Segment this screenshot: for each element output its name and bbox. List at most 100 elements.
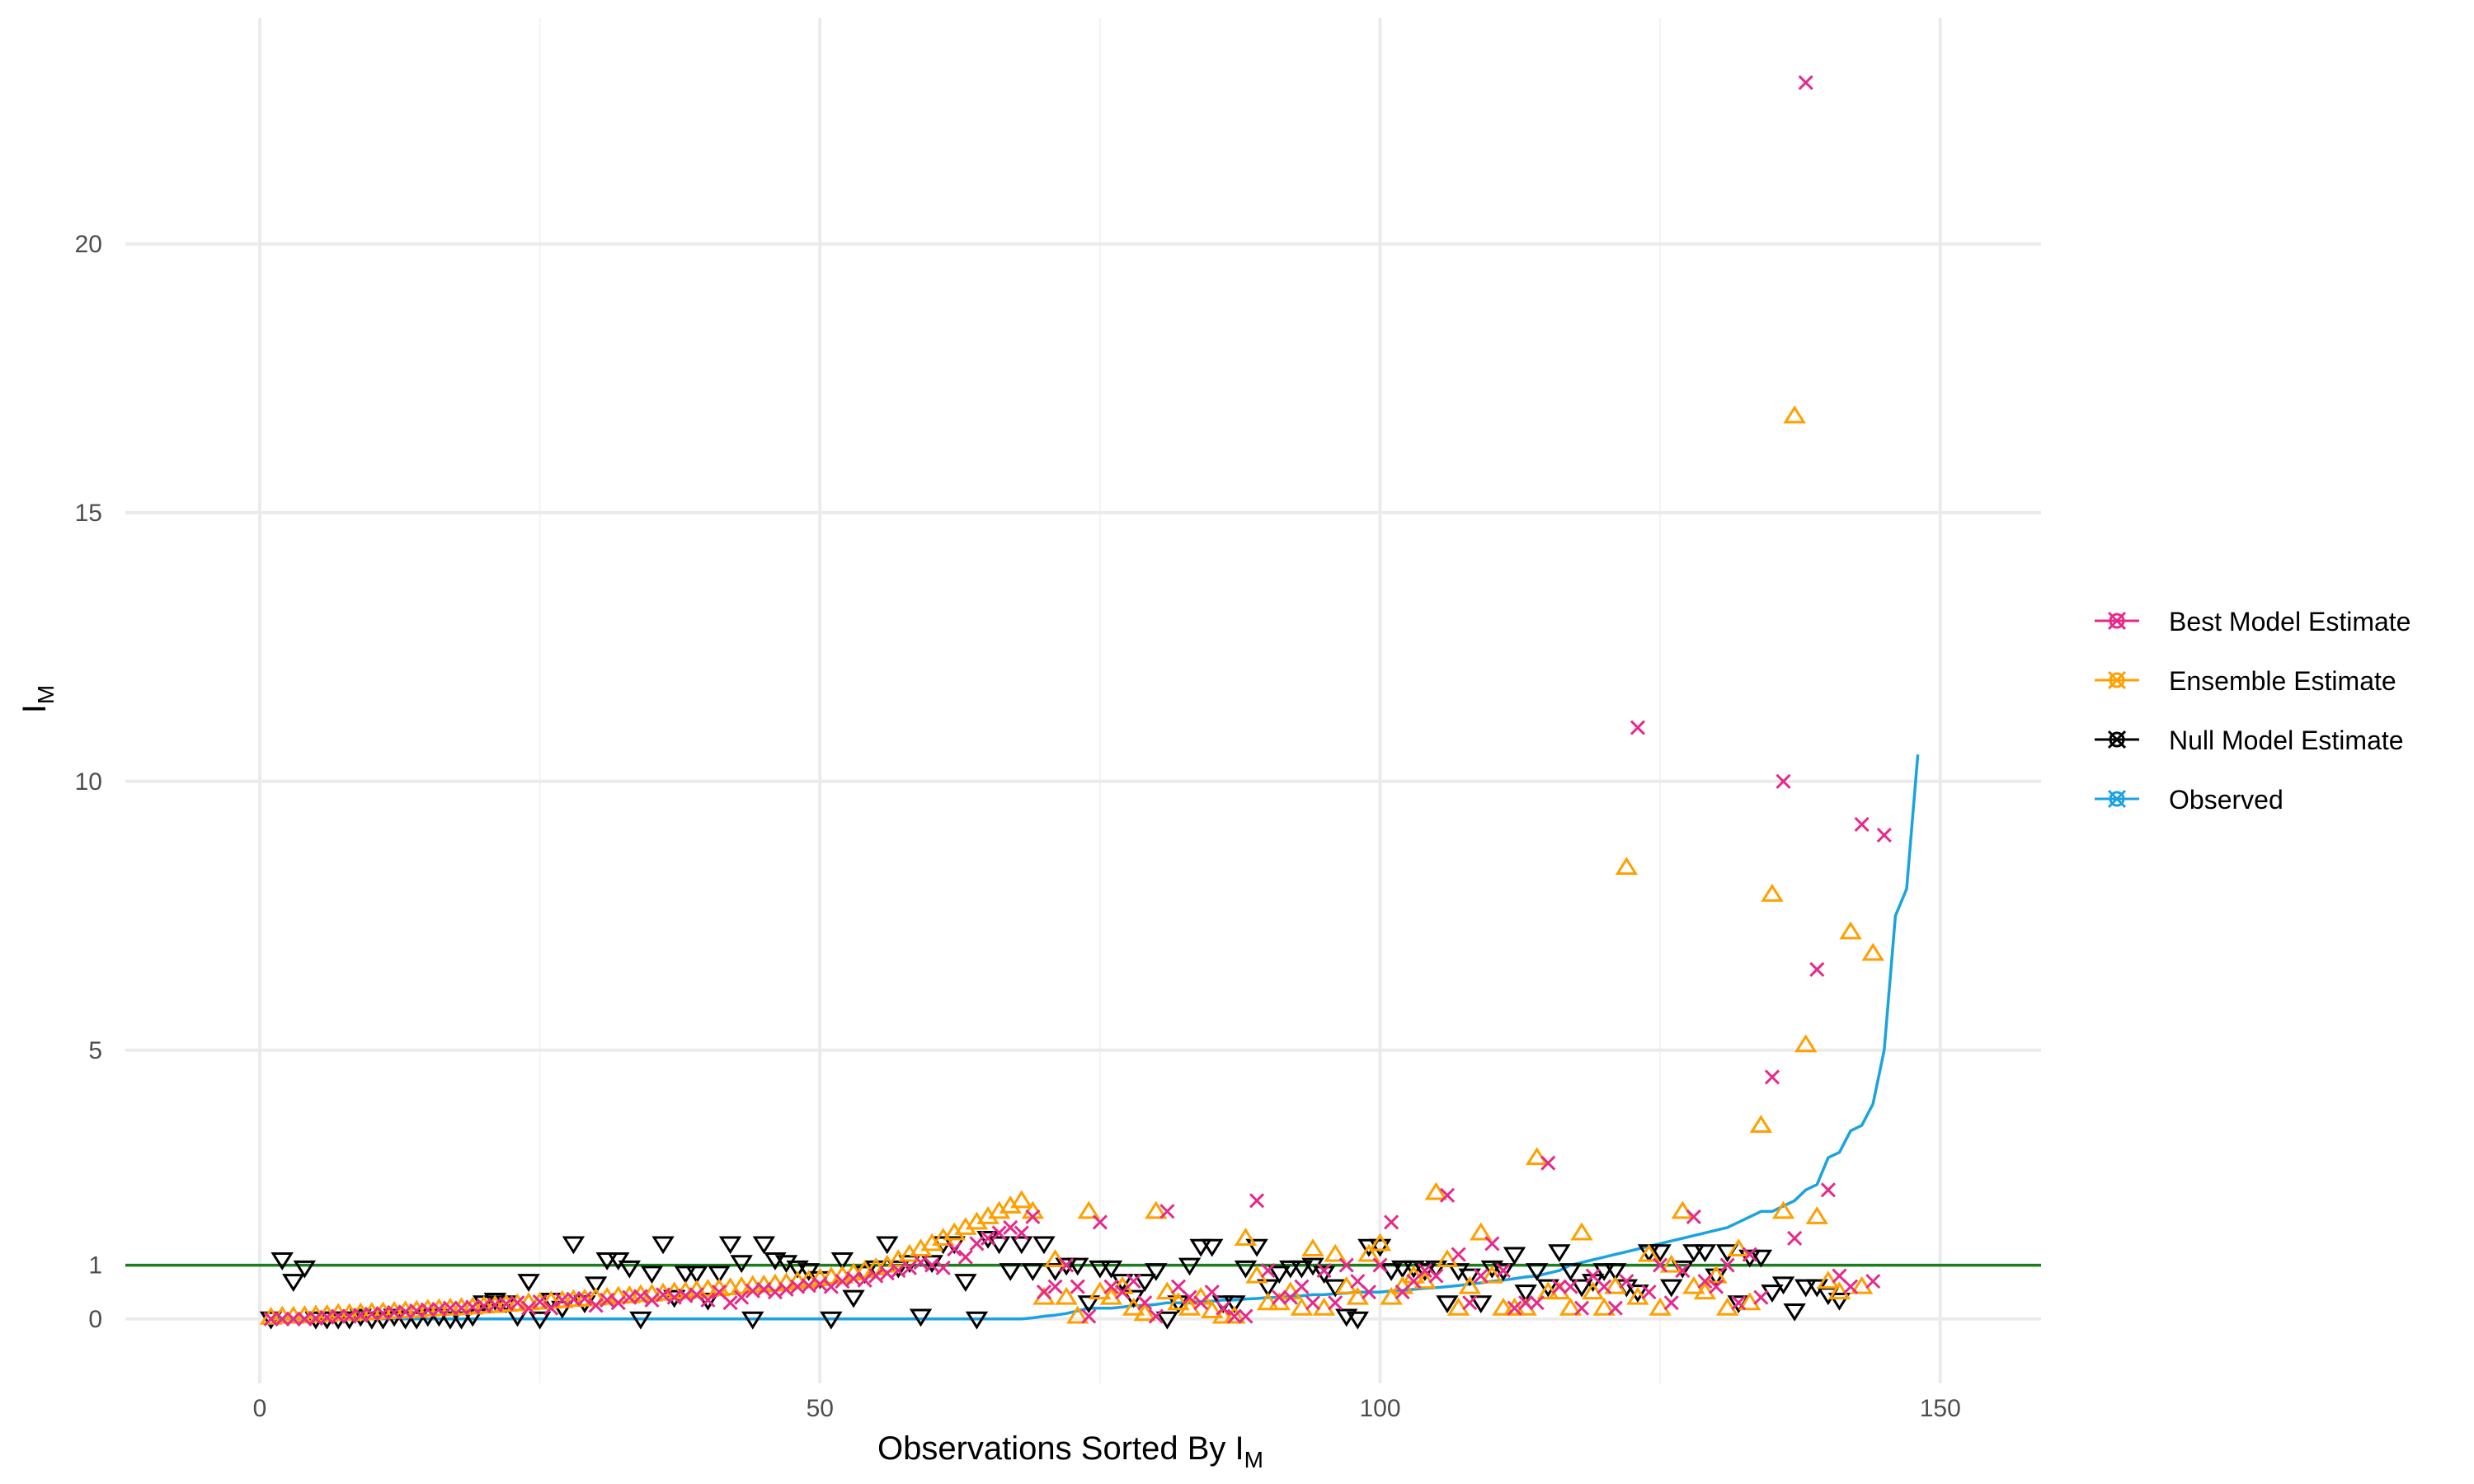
best-model-point bbox=[263, 1311, 279, 1327]
best-model-point bbox=[1249, 1193, 1265, 1209]
ensemble-point bbox=[1536, 1281, 1559, 1300]
null-model-point bbox=[618, 1260, 642, 1279]
best-model-point bbox=[1294, 1279, 1310, 1294]
best-model-point bbox=[969, 1236, 985, 1252]
ensemble-point bbox=[1492, 1297, 1515, 1316]
null-model-point bbox=[1279, 1260, 1302, 1279]
best-model-point bbox=[835, 1274, 850, 1289]
ensemble-point bbox=[1055, 1286, 1078, 1305]
ensemble-point bbox=[1446, 1297, 1470, 1316]
null-model-point bbox=[282, 1274, 305, 1292]
legend-item-observed: Observed bbox=[2095, 785, 2284, 815]
null-model-point bbox=[562, 1236, 586, 1255]
null-model-point bbox=[730, 1255, 753, 1274]
legend-item-best: Best Model Estimate bbox=[2095, 607, 2411, 636]
null-model-point bbox=[1626, 1284, 1649, 1303]
marker-layer bbox=[259, 75, 1892, 1330]
ensemble-point bbox=[1077, 1200, 1101, 1219]
ensemble-point bbox=[1436, 1249, 1459, 1268]
ensemble-point bbox=[1368, 1233, 1392, 1252]
best-model-point bbox=[1653, 1257, 1668, 1273]
null-model-point bbox=[461, 1308, 484, 1327]
null-model-point bbox=[1649, 1244, 1672, 1263]
null-model-point bbox=[830, 1252, 854, 1270]
best-model-point bbox=[1316, 1263, 1332, 1279]
best-model-point bbox=[1092, 1214, 1108, 1230]
legend-key-marker bbox=[2107, 670, 2127, 690]
y-axis-title: IM bbox=[16, 685, 59, 713]
best-model-point bbox=[1226, 1308, 1242, 1324]
best-model-point bbox=[947, 1241, 962, 1257]
null-model-point bbox=[270, 1252, 294, 1270]
best-model-point bbox=[1663, 1295, 1679, 1311]
null-model-point bbox=[1794, 1279, 1818, 1298]
null-model-point bbox=[752, 1236, 776, 1255]
null-model-point bbox=[439, 1311, 462, 1330]
best-model-point bbox=[1686, 1209, 1701, 1224]
best-model-point bbox=[1059, 1257, 1075, 1273]
best-model-point bbox=[1081, 1308, 1097, 1324]
ensemble-point bbox=[1245, 1265, 1268, 1284]
best-model-point bbox=[386, 1304, 402, 1321]
best-model-point bbox=[1036, 1284, 1052, 1300]
best-model-point bbox=[957, 1249, 973, 1265]
ensemble-point bbox=[1312, 1297, 1336, 1316]
best-model-point bbox=[644, 1292, 660, 1308]
null-model-point bbox=[1268, 1266, 1291, 1284]
best-model-point bbox=[420, 1302, 435, 1317]
best-model-point bbox=[1216, 1300, 1231, 1316]
ensemble-point bbox=[1604, 1275, 1627, 1294]
y-tick-label: 0 bbox=[88, 1306, 102, 1333]
best-model-point bbox=[1507, 1300, 1522, 1316]
null-model-point bbox=[1424, 1260, 1448, 1279]
ensemble-point bbox=[1122, 1297, 1145, 1316]
x-tick-label: 150 bbox=[1920, 1395, 1961, 1422]
null-model-point bbox=[718, 1236, 742, 1255]
ensemble-point bbox=[360, 1302, 383, 1320]
best-model-point bbox=[879, 1266, 895, 1281]
legend-key-marker bbox=[2107, 730, 2127, 749]
ensemble-point bbox=[1089, 1281, 1112, 1300]
null-model-point bbox=[954, 1274, 977, 1292]
best-model-point bbox=[297, 1311, 313, 1327]
best-model-point bbox=[633, 1289, 648, 1304]
best-model-point bbox=[1025, 1209, 1041, 1224]
best-model-point bbox=[1473, 1268, 1489, 1284]
best-model-point bbox=[1719, 1257, 1735, 1273]
null-model-point bbox=[1089, 1260, 1112, 1279]
null-model-point bbox=[842, 1289, 865, 1308]
ensemble-point bbox=[1346, 1286, 1370, 1305]
ensemble-markers bbox=[259, 405, 1884, 1325]
null-model-point bbox=[1659, 1279, 1683, 1298]
ensemble-point bbox=[1626, 1286, 1649, 1305]
legend-item-ensemble: Ensemble Estimate bbox=[2095, 666, 2396, 696]
null-model-point bbox=[1693, 1244, 1717, 1263]
null-model-point bbox=[651, 1236, 675, 1255]
x-tick-label: 50 bbox=[807, 1395, 834, 1422]
null-model-point bbox=[876, 1236, 899, 1255]
null-model-point bbox=[1458, 1268, 1481, 1287]
null-model-point bbox=[1548, 1244, 1571, 1263]
best-model-point bbox=[576, 1290, 593, 1307]
null-model-point bbox=[528, 1311, 552, 1330]
null-model-point bbox=[405, 1311, 428, 1330]
best-model-point bbox=[924, 1257, 940, 1273]
null-model-point bbox=[1413, 1263, 1437, 1281]
best-model-point bbox=[689, 1287, 704, 1303]
ensemble-point bbox=[1615, 857, 1639, 876]
best-model-point bbox=[734, 1289, 750, 1305]
best-model-point bbox=[1876, 827, 1892, 843]
best-model-point bbox=[1776, 773, 1791, 789]
ensemble-point bbox=[1715, 1297, 1739, 1316]
ensemble-point bbox=[1413, 1270, 1437, 1289]
legend-label-null: Null Model Estimate bbox=[2169, 726, 2404, 755]
null-model-point bbox=[1234, 1260, 1258, 1279]
best-model-point bbox=[442, 1300, 459, 1316]
legend-label-ensemble: Ensemble Estimate bbox=[2169, 666, 2396, 696]
legend-key-marker bbox=[2107, 789, 2127, 809]
best-model-point bbox=[991, 1225, 1007, 1241]
ensemble-point bbox=[1324, 1243, 1347, 1262]
ensemble-point bbox=[1480, 1265, 1504, 1284]
null-model-point bbox=[1077, 1295, 1101, 1314]
ensemble-point bbox=[383, 1300, 406, 1319]
